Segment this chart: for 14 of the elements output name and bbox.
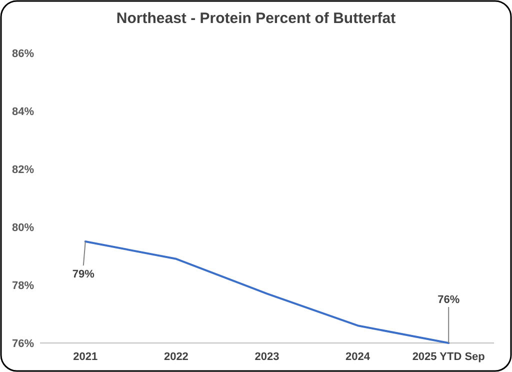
x-tick-label: 2021 <box>73 351 98 363</box>
y-tick-label: 76% <box>12 338 34 350</box>
data-label: 79% <box>72 268 95 280</box>
chart-title: Northeast - Protein Percent of Butterfat <box>116 10 396 27</box>
y-tick-label: 84% <box>12 106 34 118</box>
x-tick-label: 2024 <box>346 351 371 363</box>
y-tick-label: 78% <box>12 280 34 292</box>
data-label: 76% <box>438 294 460 306</box>
y-tick-label: 82% <box>12 164 34 176</box>
x-tick-label: 2023 <box>254 351 280 363</box>
x-tick-label: 2022 <box>164 351 188 363</box>
y-tick-label: 86% <box>12 48 34 60</box>
y-tick-label: 80% <box>12 222 34 234</box>
x-tick-label: 2025 YTD Sep <box>412 351 486 363</box>
